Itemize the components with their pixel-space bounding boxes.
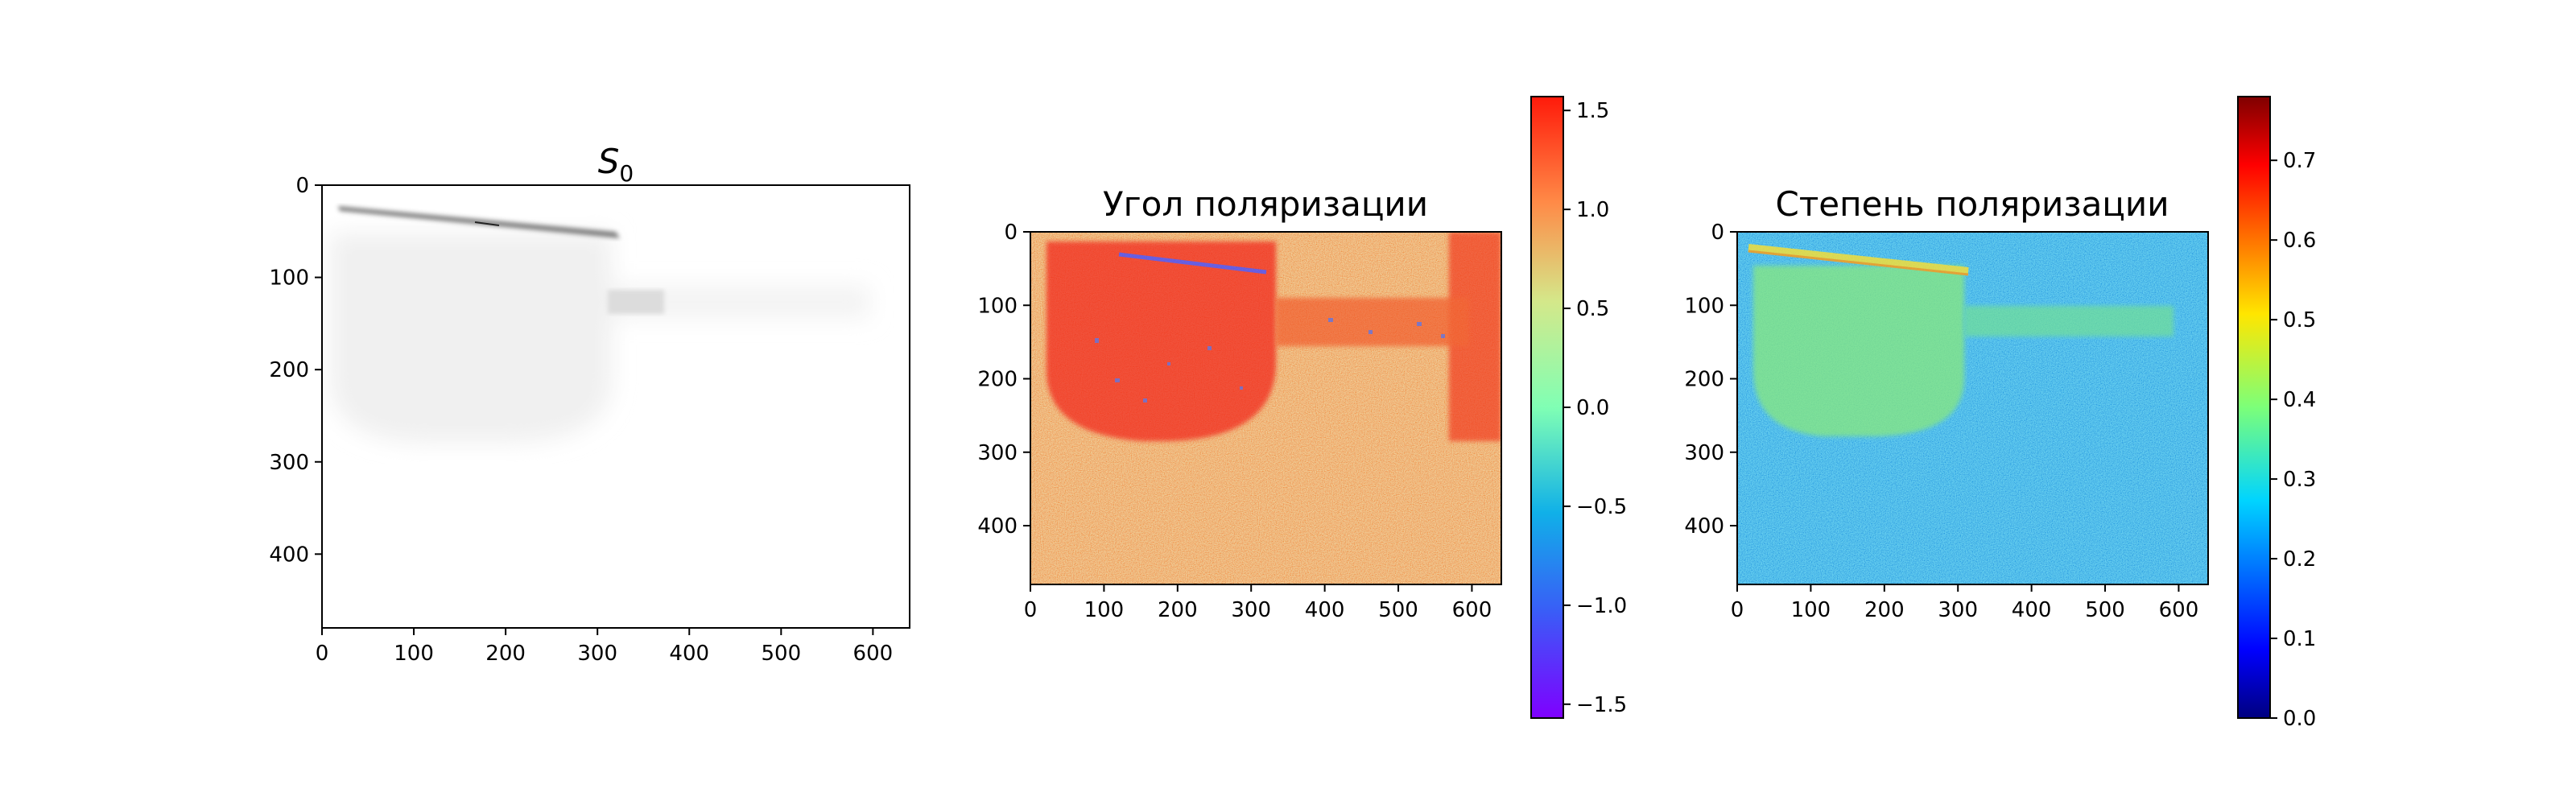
angle-colorbar-ticks: 1.5 1.0 0.5 0.0 −0.5 −1.0 −1.5: [1563, 99, 1627, 717]
angle-y-tick-label: 200: [977, 368, 1018, 392]
degree-x-tick-label: 300: [1938, 598, 1978, 622]
degree-panel: Степень поляризации 0 100 200 300 400 500 6000…: [1684, 96, 2316, 731]
degree-x-tick-label: 500: [2085, 598, 2125, 622]
s0-image: [322, 185, 910, 628]
angle-colorbar-tick-label: 1.5: [1576, 99, 1609, 123]
s0-y-tick-label: 400: [269, 543, 309, 567]
angle-colorbar-tick-label: 1.0: [1576, 198, 1609, 222]
degree-y-tick-label: 200: [1684, 368, 1724, 392]
degree-x-tick-label: 200: [1864, 598, 1905, 622]
angle-y-tick-label: 300: [977, 441, 1018, 465]
s0-y-tick-label: 300: [269, 451, 309, 475]
degree-title: Степень поляризации: [1776, 184, 2169, 224]
degree-axes-frame: [1736, 231, 2209, 585]
angle-y-tick-label: 100: [977, 294, 1018, 318]
angle-x-tick-label: 600: [1452, 598, 1492, 622]
degree-colorbar-tick-label: 0.7: [2283, 149, 2316, 173]
angle-x-tick-label: 400: [1305, 598, 1345, 622]
degree-ticks: 0 100 200 300 400 500 600 0 100 200 300 400: [1684, 221, 2198, 622]
angle-x-tick-label: 200: [1158, 598, 1198, 622]
s0-y-tick-label: 100: [269, 266, 309, 291]
degree-x-tick-label: 400: [2012, 598, 2052, 622]
degree-x-tick-label: 100: [1791, 598, 1831, 622]
s0-title: S0: [598, 142, 634, 187]
degree-y-tick-label: 400: [1684, 514, 1724, 539]
degree-colorbar-tick-label: 0.2: [2283, 547, 2316, 572]
degree-y-tick-label: 0: [1711, 221, 1724, 245]
angle-x-tick-label: 300: [1231, 598, 1271, 622]
degree-y-tick-label: 300: [1684, 441, 1724, 465]
angle-axes-frame: [1030, 231, 1502, 585]
angle-y-tick-label: 400: [977, 514, 1018, 539]
degree-image: [1737, 232, 2208, 584]
s0-title-sub: 0: [619, 160, 634, 187]
s0-x-tick-label: 400: [669, 642, 709, 666]
degree-colorbar-tick-label: 0.0: [2283, 707, 2316, 731]
s0-title-main: S: [598, 142, 620, 181]
degree-colorbar-frame: [2237, 96, 2271, 719]
degree-colorbar: [2238, 97, 2270, 718]
angle-colorbar-tick-label: 0.0: [1576, 396, 1609, 420]
angle-colorbar-tick-label: −1.0: [1576, 594, 1627, 618]
degree-y-tick-label: 100: [1684, 294, 1724, 318]
angle-y-tick-label: 0: [1004, 221, 1018, 245]
degree-colorbar-tick-label: 0.4: [2283, 388, 2316, 412]
s0-x-tick-label: 300: [577, 642, 617, 666]
degree-x-tick-label: 0: [1731, 598, 1744, 622]
angle-colorbar: [1531, 97, 1563, 718]
angle-x-tick-label: 100: [1084, 598, 1125, 622]
s0-y-tick-label: 0: [295, 174, 309, 198]
angle-colorbar-tick-label: −1.5: [1576, 693, 1627, 717]
s0-x-tick-label: 0: [316, 642, 329, 666]
angle-x-tick-label: 0: [1024, 598, 1038, 622]
s0-y-tick-label: 200: [269, 358, 309, 382]
angle-x-tick-label: 500: [1378, 598, 1418, 622]
angle-panel: Угол поляризации 0 100 20: [977, 96, 1627, 719]
degree-colorbar-tick-label: 0.6: [2283, 229, 2316, 253]
degree-colorbar-tick-label: 0.3: [2283, 468, 2316, 492]
s0-x-tick-label: 200: [485, 642, 526, 666]
degree-x-tick-label: 600: [2159, 598, 2199, 622]
s0-x-tick-label: 100: [394, 642, 434, 666]
degree-colorbar-tick-label: 0.1: [2283, 627, 2316, 651]
s0-axes-frame: [321, 184, 910, 629]
angle-ticks: 0 100 200 300 400 500 600 0 100 200 300 400: [977, 221, 1492, 622]
angle-image: [1030, 232, 1501, 584]
degree-colorbar-ticks: 0.7 0.6 0.5 0.4 0.3 0.2 0.1 0.0: [2270, 149, 2316, 731]
angle-title: Угол поляризации: [1103, 184, 1428, 224]
s0-ticks: 0 100 200 300 400 500 600 0 100 200 300 400: [269, 174, 893, 666]
s0-x-tick-label: 600: [853, 642, 894, 666]
angle-colorbar-tick-label: −0.5: [1576, 495, 1627, 519]
angle-colorbar-tick-label: 0.5: [1576, 297, 1609, 321]
s0-x-tick-label: 500: [761, 642, 801, 666]
degree-colorbar-tick-label: 0.5: [2283, 308, 2316, 332]
